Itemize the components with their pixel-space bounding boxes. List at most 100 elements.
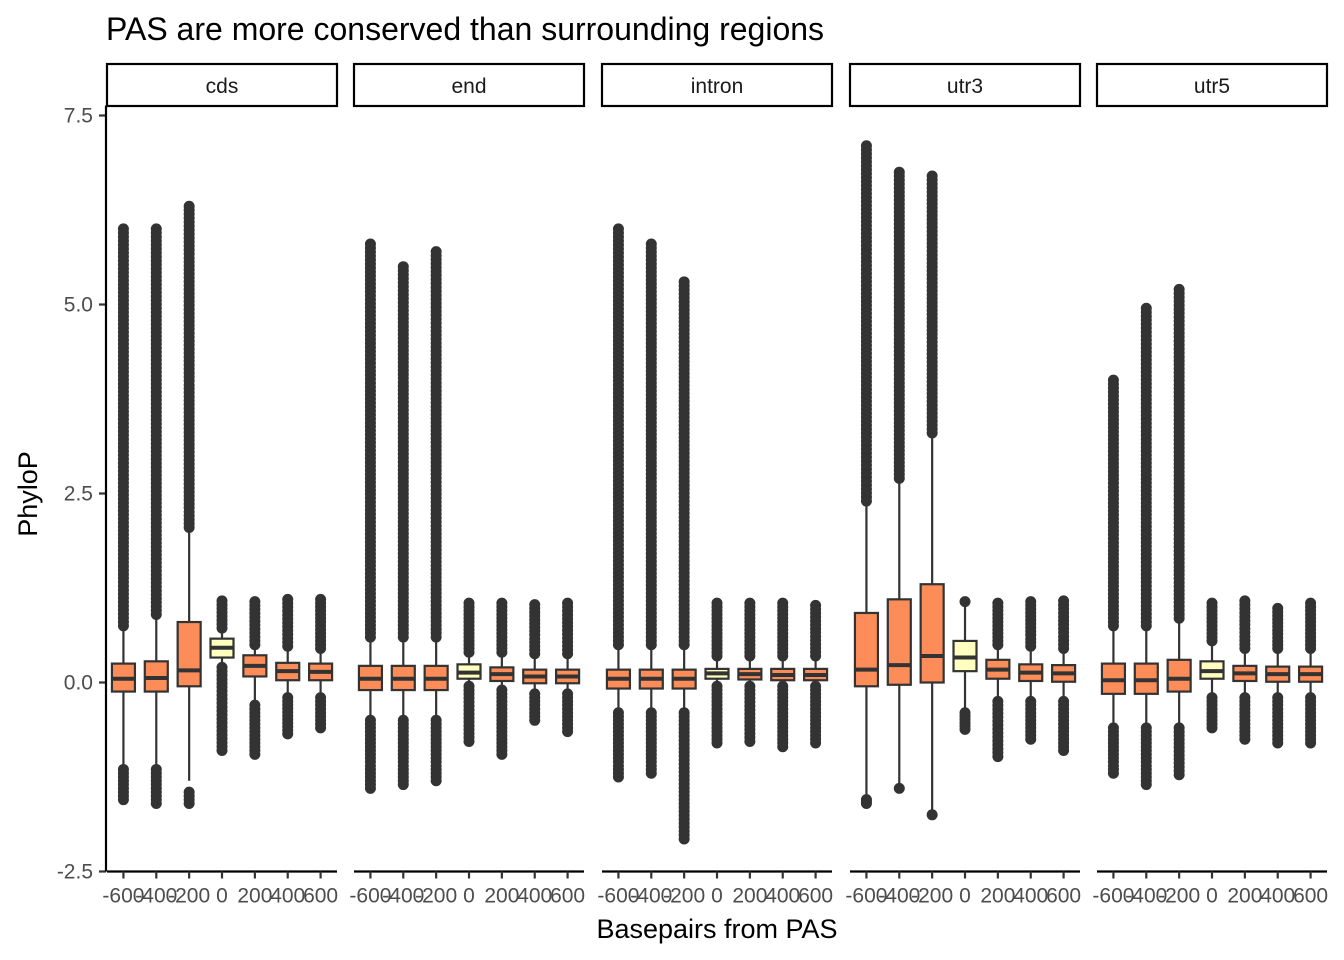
x-tick-label: -600 bbox=[1092, 885, 1134, 908]
outlier-point bbox=[496, 748, 508, 760]
box-intron-0: 0 bbox=[704, 597, 730, 908]
box-utr3-400: 400 bbox=[1013, 596, 1048, 908]
y-axis: -2.5 0.0 2.5 5.0 7.5 bbox=[57, 105, 106, 884]
box-intron-400: 400 bbox=[765, 597, 800, 908]
outlier-point bbox=[1239, 733, 1251, 745]
box-intron--600: -600 bbox=[597, 223, 639, 908]
facet-strip bbox=[848, 62, 1082, 108]
x-tick-label: 0 bbox=[1206, 885, 1218, 908]
x-tick-label: 400 bbox=[517, 885, 552, 908]
x-tick-label: 400 bbox=[765, 885, 800, 908]
y-tick-label: 7.5 bbox=[64, 105, 93, 128]
outlier-point bbox=[1107, 767, 1119, 779]
box-cds-0: 0 bbox=[209, 595, 235, 908]
box-intron-600: 600 bbox=[798, 599, 833, 908]
x-tick-label: 400 bbox=[1260, 885, 1295, 908]
facet-strip bbox=[600, 62, 834, 108]
x-tick-label: 200 bbox=[1227, 885, 1262, 908]
x-tick-label: -400 bbox=[630, 885, 672, 908]
facet-strip bbox=[1095, 62, 1329, 108]
iqr-box bbox=[886, 598, 912, 686]
box-intron--200: -200 bbox=[663, 276, 705, 908]
box-end-200: 200 bbox=[484, 597, 519, 908]
x-tick-label: 400 bbox=[1013, 885, 1048, 908]
outlier-point bbox=[1140, 779, 1152, 791]
iqr-box bbox=[919, 583, 945, 684]
x-tick-label: -200 bbox=[168, 885, 210, 908]
x-tick-label: -600 bbox=[349, 885, 391, 908]
box-end--400: -400 bbox=[382, 261, 424, 908]
x-tick-label: 600 bbox=[798, 885, 833, 908]
outlier-point bbox=[744, 735, 756, 747]
box-utr5-0: 0 bbox=[1199, 597, 1225, 908]
x-tick-label: 200 bbox=[484, 885, 519, 908]
x-tick-label: -400 bbox=[135, 885, 177, 908]
outlier-point bbox=[216, 745, 228, 757]
outlier-point bbox=[678, 833, 690, 845]
x-tick-label: -200 bbox=[663, 885, 705, 908]
facet-strip-label: utr5 bbox=[1194, 75, 1230, 98]
outlier-point bbox=[315, 722, 327, 734]
chart-title: PAS are more conserved than surrounding … bbox=[106, 11, 824, 47]
facet-strip bbox=[352, 62, 586, 108]
outlier-point bbox=[645, 767, 657, 779]
box-utr3--200: -200 bbox=[911, 170, 953, 908]
outlier-point bbox=[777, 741, 789, 753]
outlier-point bbox=[150, 797, 162, 809]
box-utr3--400: -400 bbox=[878, 166, 920, 908]
x-tick-label: -200 bbox=[911, 885, 953, 908]
x-tick-label: -400 bbox=[1125, 885, 1167, 908]
outlier-point bbox=[612, 771, 624, 783]
box-utr5--600: -600 bbox=[1092, 374, 1134, 908]
x-tick-label: 0 bbox=[463, 885, 475, 908]
outlier-point bbox=[1058, 745, 1070, 757]
iqr-box bbox=[1166, 658, 1192, 693]
x-tick-label: 600 bbox=[1293, 885, 1328, 908]
outlier-point bbox=[711, 737, 723, 749]
outlier-point bbox=[183, 797, 195, 809]
x-tick-label: 600 bbox=[1046, 885, 1081, 908]
y-tick-label: 0.0 bbox=[64, 672, 93, 695]
outlier-point bbox=[430, 775, 442, 787]
x-tick-label: 0 bbox=[216, 885, 228, 908]
facet-panels: cds-600-400-200 0 200400600end-600-400-200… bbox=[102, 62, 1329, 908]
outlier-point bbox=[1272, 737, 1284, 749]
outlier-point bbox=[1206, 722, 1218, 734]
box-cds--200: -200 bbox=[168, 200, 210, 908]
outlier-point bbox=[1305, 737, 1317, 749]
outlier-point bbox=[860, 797, 872, 809]
box-utr5-200: 200 bbox=[1227, 595, 1262, 908]
box-cds--600: -600 bbox=[102, 223, 144, 908]
box-end-400: 400 bbox=[517, 599, 552, 908]
x-tick-label: -200 bbox=[415, 885, 457, 908]
x-tick-label: -400 bbox=[878, 885, 920, 908]
outlier-point bbox=[1025, 733, 1037, 745]
box-utr5-400: 400 bbox=[1260, 602, 1295, 908]
y-tick-label: 5.0 bbox=[64, 294, 93, 317]
iqr-box bbox=[176, 620, 202, 688]
box-end-600: 600 bbox=[550, 597, 585, 908]
box-utr3-0: 0 bbox=[952, 596, 978, 908]
x-tick-label: 600 bbox=[550, 885, 585, 908]
x-tick-label: 200 bbox=[237, 885, 272, 908]
outlier-point bbox=[529, 714, 541, 726]
outlier-point bbox=[1173, 769, 1185, 781]
x-tick-label: -200 bbox=[1158, 885, 1200, 908]
x-tick-label: 0 bbox=[711, 885, 723, 908]
box-end--600: -600 bbox=[349, 238, 391, 908]
y-tick-label: 2.5 bbox=[64, 483, 93, 506]
box-intron--400: -400 bbox=[630, 238, 672, 908]
facet-strip-label: utr3 bbox=[947, 75, 983, 98]
outlier-point bbox=[562, 726, 574, 738]
x-tick-label: -600 bbox=[845, 885, 887, 908]
outlier-point bbox=[117, 794, 129, 806]
x-tick-label: 400 bbox=[270, 885, 305, 908]
box-utr5-600: 600 bbox=[1293, 597, 1328, 908]
x-tick-label: -400 bbox=[382, 885, 424, 908]
box-utr3--600: -600 bbox=[845, 140, 887, 908]
facet-strip-label: end bbox=[451, 75, 486, 98]
